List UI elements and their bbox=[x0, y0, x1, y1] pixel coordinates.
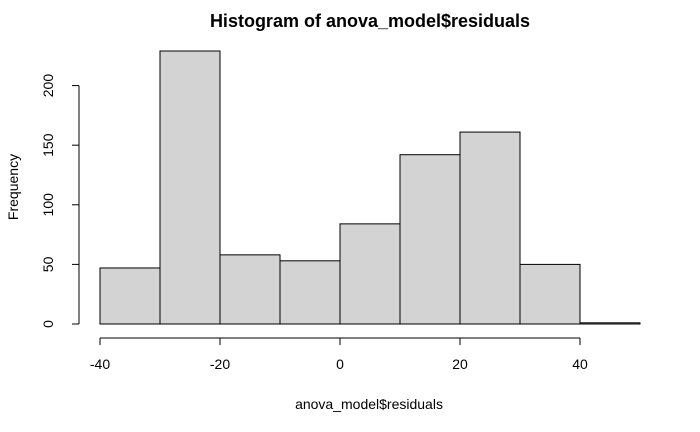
x-tick-label: 20 bbox=[452, 356, 468, 372]
histogram-bar bbox=[399, 154, 461, 325]
histogram-bar bbox=[519, 263, 581, 325]
y-tick-label: 0 bbox=[40, 320, 56, 328]
y-tick-label: 100 bbox=[40, 193, 56, 217]
y-tick-label: 150 bbox=[40, 133, 56, 157]
histogram-bar bbox=[99, 267, 161, 325]
y-axis: 0 50 100 150 200 bbox=[40, 74, 80, 328]
x-axis-label: anova_model$residuals bbox=[295, 396, 443, 412]
histogram-bar bbox=[159, 50, 221, 325]
histogram-bar bbox=[219, 254, 281, 325]
x-tick-label: 40 bbox=[572, 356, 588, 372]
histogram-bar bbox=[279, 260, 341, 325]
chart-title: Histogram of anova_model$residuals bbox=[210, 11, 530, 31]
histogram-bar bbox=[339, 223, 401, 325]
x-tick-label: 0 bbox=[336, 356, 344, 372]
histogram-bar bbox=[579, 322, 641, 325]
x-tick-label: -20 bbox=[210, 356, 230, 372]
histogram-bar bbox=[459, 131, 521, 325]
x-tick-label: -40 bbox=[90, 356, 110, 372]
histogram-bars bbox=[99, 50, 641, 325]
x-axis: -40 -20 0 20 40 bbox=[90, 337, 588, 372]
y-tick-label: 200 bbox=[40, 74, 56, 98]
y-axis-label: Frequency bbox=[5, 154, 21, 220]
y-tick-label: 50 bbox=[40, 256, 56, 272]
